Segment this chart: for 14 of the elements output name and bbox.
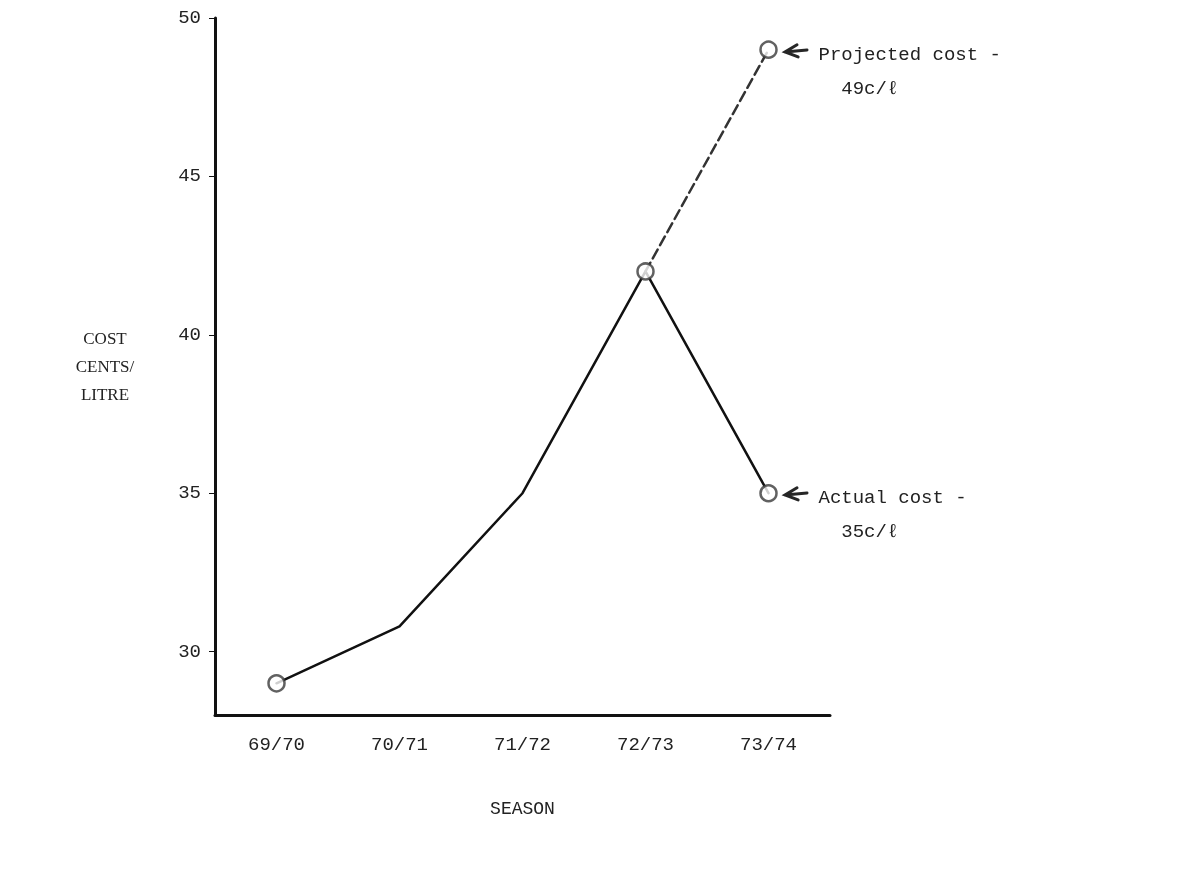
y-tick-label: 40 — [178, 323, 201, 346]
y-tick-label: 45 — [178, 165, 201, 188]
annotation: Actual cost - 35c/ℓ — [818, 487, 967, 544]
annotation: Projected cost - 49c/ℓ — [818, 43, 1001, 100]
x-tick-label: 73/74 — [739, 733, 798, 756]
y-axis-title: COST CENTS/ LITRE — [75, 329, 135, 404]
y-tick-label: 30 — [178, 640, 201, 663]
y-tick-label: 50 — [178, 7, 201, 29]
x-tick-label: 70/71 — [370, 733, 429, 756]
x-tick-label: 72/73 — [616, 733, 675, 756]
x-tick-label: 69/70 — [247, 733, 306, 756]
y-tick-label: 35 — [178, 482, 201, 505]
x-axis-title: SEASON — [490, 799, 555, 819]
x-tick-label: 71/72 — [493, 733, 552, 756]
